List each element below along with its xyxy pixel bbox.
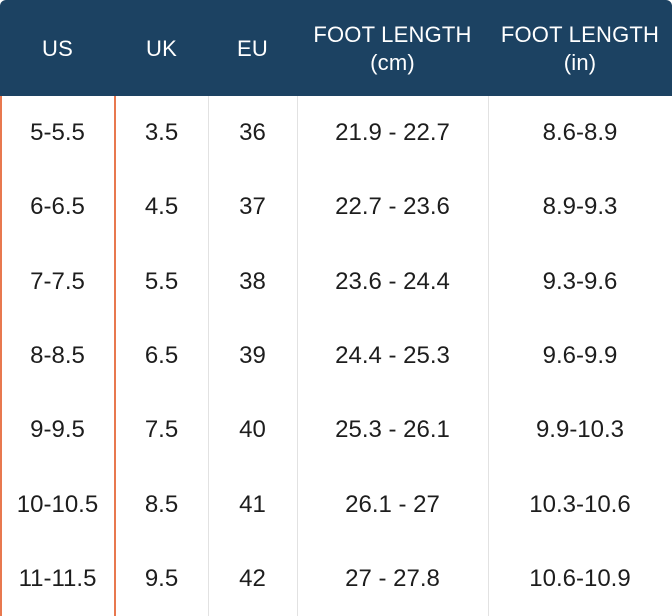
cm-column-divider <box>488 96 489 616</box>
cell-eu: 39 <box>239 342 266 370</box>
table-row: 9-9.5 7.5 40 25.3 - 26.1 9.9-10.3 <box>0 393 672 467</box>
header-uk: UK <box>115 0 208 96</box>
cell-cm: 26.1 - 27 <box>345 490 440 518</box>
table-row: 6-6.5 4.5 37 22.7 - 23.6 8.9-9.3 <box>0 170 672 244</box>
cell-cm: 24.4 - 25.3 <box>335 342 450 370</box>
cell-in: 9.6-9.9 <box>542 342 618 370</box>
cell-uk: 9.5 <box>144 564 179 592</box>
header-eu-label: EU <box>237 36 268 61</box>
cell-eu: 41 <box>239 490 266 518</box>
cell-us: 9-9.5 <box>30 416 85 444</box>
header-foot-length-in: FOOT LENGTH (in) <box>488 0 672 96</box>
cell-uk: 3.5 <box>144 119 179 147</box>
header-us: US <box>0 0 115 96</box>
cell-eu: 40 <box>239 416 266 444</box>
header-in-line2: (in) <box>563 50 597 75</box>
uk-column-divider <box>208 96 209 616</box>
cell-us: 8-8.5 <box>30 342 85 370</box>
cell-cm: 21.9 - 22.7 <box>335 119 450 147</box>
eu-column-divider <box>297 96 298 616</box>
cell-us: 6-6.5 <box>30 193 85 221</box>
header-us-label: US <box>42 36 73 61</box>
table-row: 8-8.5 6.5 39 24.4 - 25.3 9.6-9.9 <box>0 319 672 393</box>
table-row: 10-10.5 8.5 41 26.1 - 27 10.3-10.6 <box>0 467 672 541</box>
cell-uk: 8.5 <box>144 490 179 518</box>
cell-us: 10-10.5 <box>16 490 99 518</box>
cell-in: 9.3-9.6 <box>542 267 618 295</box>
cell-eu: 36 <box>239 119 266 147</box>
left-accent-line <box>0 96 2 616</box>
cell-cm: 27 - 27.8 <box>345 564 440 592</box>
header-cm-line1: FOOT LENGTH <box>313 22 472 47</box>
table-row: 11-11.5 9.5 42 27 - 27.8 10.6-10.9 <box>0 542 672 616</box>
cell-uk: 4.5 <box>144 193 179 221</box>
cell-us: 5-5.5 <box>30 119 85 147</box>
table-body: 5-5.5 3.5 36 21.9 - 22.7 8.6-8.9 6-6.5 4… <box>0 96 672 616</box>
table-row: 5-5.5 3.5 36 21.9 - 22.7 8.6-8.9 <box>0 96 672 170</box>
cell-eu: 42 <box>239 564 266 592</box>
table-header: US UK EU FOOT LENGTH (cm) FOOT LENGTH (i… <box>0 0 672 96</box>
cell-uk: 7.5 <box>144 416 179 444</box>
cell-cm: 25.3 - 26.1 <box>335 416 450 444</box>
table-row: 7-7.5 5.5 38 23.6 - 24.4 9.3-9.6 <box>0 245 672 319</box>
header-cm-line2: (cm) <box>370 50 415 75</box>
cell-eu: 37 <box>239 193 266 221</box>
cell-in: 8.6-8.9 <box>542 119 618 147</box>
cell-us: 11-11.5 <box>18 564 97 592</box>
cell-in: 8.9-9.3 <box>542 193 618 221</box>
cell-us: 7-7.5 <box>30 267 85 295</box>
cell-in: 10.3-10.6 <box>529 490 631 518</box>
cell-uk: 5.5 <box>144 267 179 295</box>
cell-in: 9.9-10.3 <box>535 416 625 444</box>
cell-cm: 22.7 - 23.6 <box>335 193 450 221</box>
header-eu: EU <box>208 0 297 96</box>
cell-cm: 23.6 - 24.4 <box>335 267 450 295</box>
header-uk-label: UK <box>146 36 177 61</box>
us-column-divider <box>114 96 116 616</box>
cell-uk: 6.5 <box>144 342 179 370</box>
cell-in: 10.6-10.9 <box>529 564 631 592</box>
header-in-line1: FOOT LENGTH <box>500 22 660 47</box>
cell-eu: 38 <box>239 267 266 295</box>
header-foot-length-cm: FOOT LENGTH (cm) <box>297 0 488 96</box>
